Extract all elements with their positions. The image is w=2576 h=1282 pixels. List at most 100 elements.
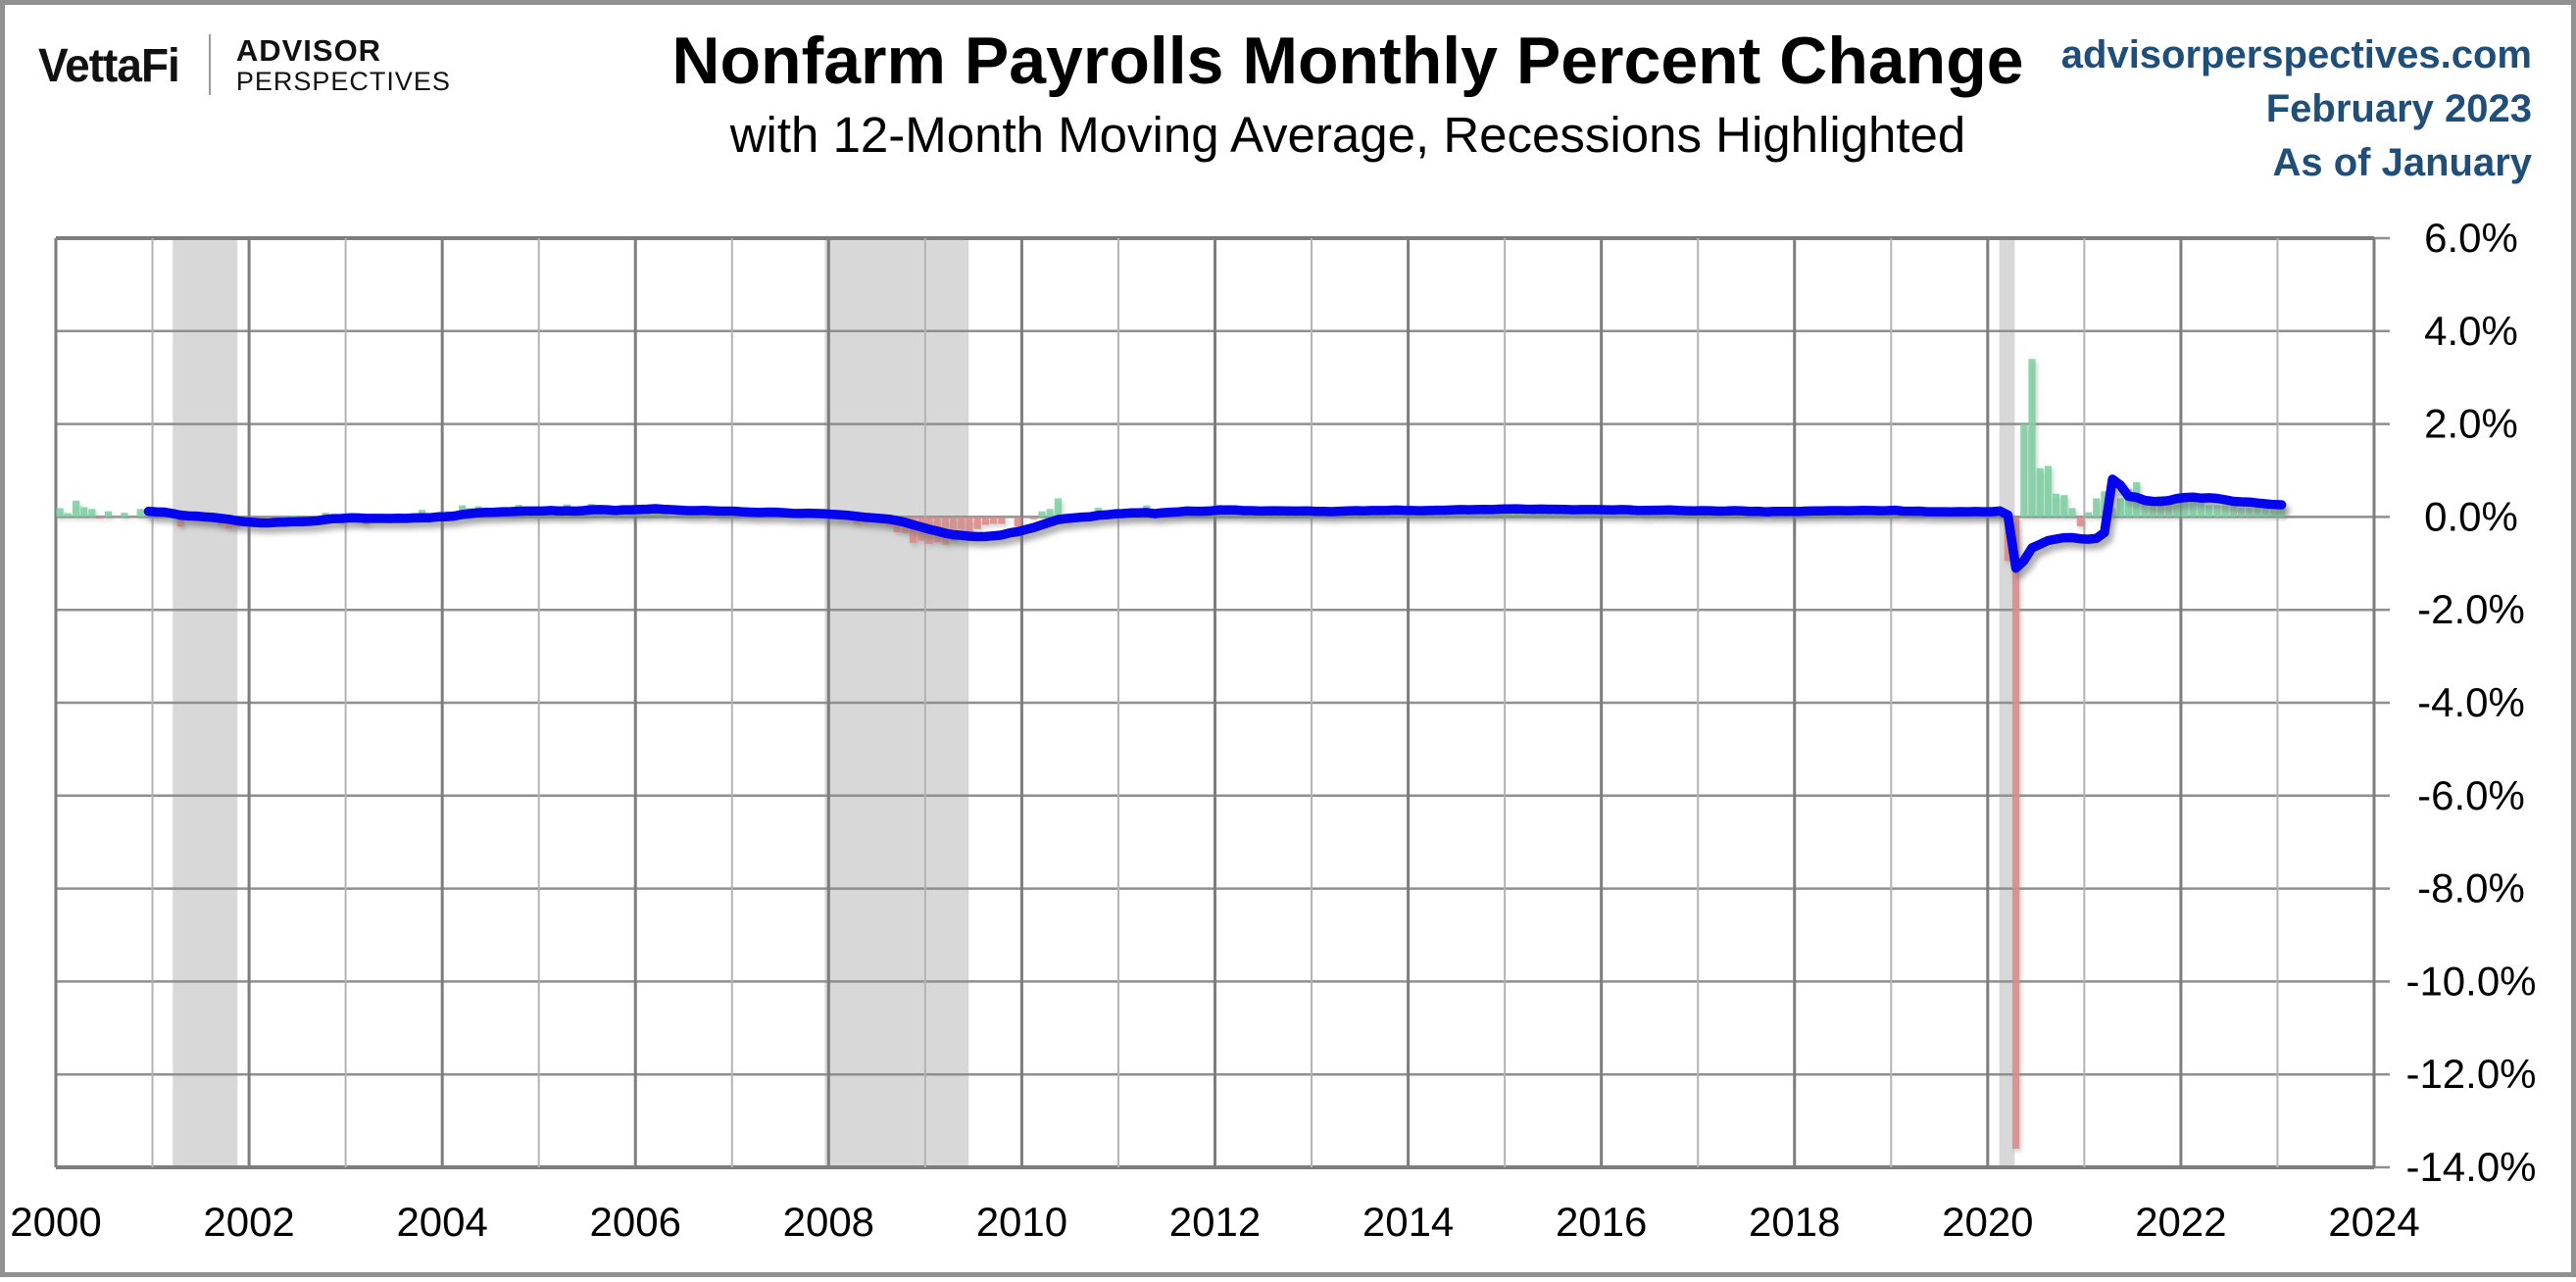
- bar-positive: [2213, 505, 2221, 518]
- moving-average-line: [143, 474, 2287, 573]
- bar-positive: [64, 513, 72, 518]
- y-axis-label: -2.0%: [2417, 586, 2525, 632]
- logo-divider: [208, 34, 211, 95]
- bar-positive: [2124, 489, 2133, 518]
- bar-positive: [2060, 495, 2068, 518]
- bar-negative: [909, 517, 917, 543]
- x-axis-label: 2022: [2135, 1199, 2226, 1245]
- bar-positive: [2246, 507, 2254, 518]
- bar-positive: [1046, 509, 1054, 518]
- bar-positive: [2093, 498, 2101, 518]
- bar-positive: [1602, 513, 1610, 518]
- monthly-bars: [56, 359, 2286, 1149]
- bar-positive: [2156, 496, 2164, 518]
- bar-positive: [2173, 500, 2181, 518]
- bar-positive: [2028, 359, 2036, 518]
- bar-positive: [2020, 423, 2028, 518]
- bar-positive: [1239, 515, 1247, 518]
- bar-positive: [2044, 466, 2052, 518]
- bar-positive: [2149, 505, 2156, 518]
- bar-negative: [966, 517, 973, 534]
- bar-positive: [1400, 514, 1409, 518]
- bar-negative: [981, 517, 990, 525]
- bar-negative: [128, 517, 136, 518]
- logo-partner-line1: ADVISOR: [235, 32, 382, 68]
- y-axis-label: -12.0%: [2405, 1051, 2536, 1097]
- logo: VettaFi ADVISOR PERSPECTIVES: [38, 34, 451, 95]
- bar-negative: [1030, 517, 1038, 519]
- bar-negative: [266, 517, 273, 518]
- bar-negative: [281, 517, 289, 518]
- bar-negative: [2012, 517, 2020, 1149]
- x-axis-label: 2006: [590, 1199, 681, 1245]
- bar-positive: [136, 509, 144, 518]
- bar-negative: [176, 517, 184, 527]
- bar-positive: [1038, 511, 1046, 518]
- x-axis-label: 2004: [396, 1199, 487, 1245]
- advisor-perspectives-logo: ADVISOR PERSPECTIVES: [236, 35, 451, 95]
- bar-positive: [121, 513, 128, 518]
- bar-positive: [2165, 498, 2173, 518]
- bar-positive: [1569, 512, 1577, 518]
- bar-positive: [1561, 512, 1569, 518]
- moving-average-group: [143, 474, 2287, 573]
- bar-negative: [2076, 517, 2084, 526]
- bar-positive: [2278, 503, 2286, 518]
- bar-negative: [958, 517, 966, 530]
- title-block: Nonfarm Payrolls Monthly Percent Change …: [593, 25, 2103, 164]
- bar-positive: [2084, 512, 2093, 518]
- y-axis-label: -6.0%: [2417, 772, 2525, 818]
- bar-positive: [2205, 505, 2213, 518]
- bar-negative: [1006, 517, 1014, 518]
- x-axis-label: 2024: [2328, 1199, 2419, 1245]
- source-date: February 2023: [2265, 87, 2532, 130]
- x-axis-label: 2016: [1556, 1199, 1647, 1245]
- bar-positive: [113, 516, 121, 518]
- bar-positive: [1900, 517, 1907, 518]
- bar-positive: [1762, 516, 1770, 518]
- y-axis-label: -4.0%: [2417, 679, 2525, 725]
- bar-positive: [104, 511, 112, 518]
- bar-positive: [708, 517, 716, 518]
- bar-positive: [2053, 493, 2060, 518]
- bar-positive: [2237, 507, 2246, 518]
- bar-positive: [2068, 508, 2076, 518]
- bar-negative: [998, 517, 1006, 524]
- bar-positive: [2229, 500, 2237, 518]
- bar-positive: [668, 516, 675, 518]
- bar-positive: [2254, 507, 2261, 518]
- x-axis-label: 2002: [203, 1199, 294, 1245]
- bar-negative: [990, 517, 998, 524]
- x-axis-label: 2000: [10, 1199, 101, 1245]
- bar-positive: [1521, 514, 1529, 518]
- bar-positive: [289, 516, 297, 518]
- bar-positive: [522, 515, 530, 518]
- bar-positive: [2269, 510, 2277, 518]
- x-axis-label: 2018: [1749, 1199, 1840, 1245]
- source-site: advisorperspectives.com: [2060, 33, 2532, 76]
- bar-positive: [2116, 498, 2124, 518]
- bar-negative: [1014, 517, 1021, 527]
- bar-positive: [2221, 505, 2229, 518]
- bar-positive: [2036, 468, 2044, 518]
- bar-positive: [2181, 500, 2189, 518]
- source-block: advisorperspectives.com February 2023 As…: [2061, 28, 2532, 190]
- x-axis-label: 2010: [976, 1199, 1067, 1245]
- bar-negative: [973, 517, 981, 529]
- bar-positive: [1858, 514, 1867, 518]
- bar-positive: [612, 514, 619, 518]
- y-axis-label: -8.0%: [2417, 865, 2525, 912]
- bar-positive: [2261, 508, 2269, 518]
- y-axis-label: 4.0%: [2424, 308, 2518, 354]
- chart-subtitle: with 12-Month Moving Average, Recessions…: [729, 107, 1966, 164]
- logo-partner-line2: PERSPECTIVES: [235, 66, 451, 96]
- y-axis-label: -10.0%: [2405, 958, 2536, 1004]
- bar-positive: [2141, 501, 2149, 518]
- vettafi-logo: VettaFi: [38, 37, 180, 92]
- bar-positive: [1634, 516, 1642, 518]
- x-axis-label: 2014: [1362, 1199, 1454, 1245]
- bar-negative: [1021, 517, 1030, 518]
- x-axis-label: 2008: [783, 1199, 874, 1245]
- bar-negative: [96, 517, 104, 519]
- source-asof: As of January: [2272, 141, 2532, 184]
